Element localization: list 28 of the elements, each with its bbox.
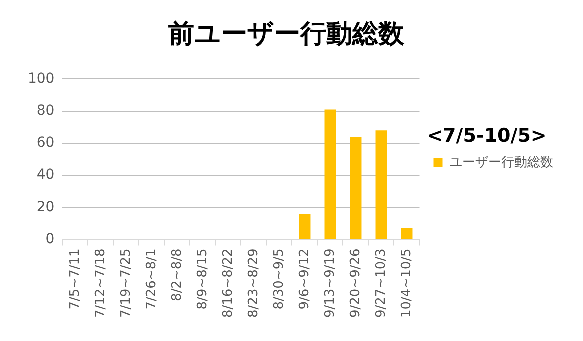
x-tick-label: 9/6~9/12 — [297, 248, 312, 310]
x-tick-label: 7/19~7/25 — [118, 248, 134, 318]
y-tick-label: 80 — [36, 102, 55, 119]
x-tick-label: 7/5~7/11 — [68, 248, 83, 310]
x-tick-label: 8/16~8/22 — [220, 248, 236, 318]
bar — [299, 214, 311, 240]
text: <7/5-10/5> — [427, 124, 547, 147]
y-tick-label: 100 — [28, 70, 55, 87]
x-tick-label: 7/26~8/1 — [144, 248, 160, 310]
x-tick-label: 8/23~8/29 — [246, 248, 262, 318]
x-tick-label: 7/12~7/18 — [93, 248, 108, 318]
y-tick-label: 60 — [36, 135, 55, 152]
x-tick-label: 8/2~8/8 — [170, 248, 185, 302]
chart-title: 前ユーザー行動総数 — [168, 19, 406, 50]
bar — [350, 136, 362, 240]
x-tick-label: 9/20~9/26 — [348, 248, 364, 318]
legend-label: ユーザー行動総数 — [449, 155, 554, 170]
y-tick-label: 40 — [36, 167, 55, 184]
bar — [376, 130, 388, 240]
x-tick-label: 8/30~9/5 — [272, 248, 287, 310]
x-tick-label: 9/27~10/3 — [374, 248, 389, 318]
x-tick-label: 9/13~9/19 — [322, 248, 338, 318]
bar — [401, 228, 413, 240]
x-tick-label: 10/4~10/5 — [399, 248, 414, 318]
y-tick-label: 20 — [36, 199, 55, 216]
y-tick-label: 0 — [46, 231, 55, 248]
bar — [324, 110, 336, 240]
x-tick-label: 8/9~8/15 — [195, 248, 210, 310]
